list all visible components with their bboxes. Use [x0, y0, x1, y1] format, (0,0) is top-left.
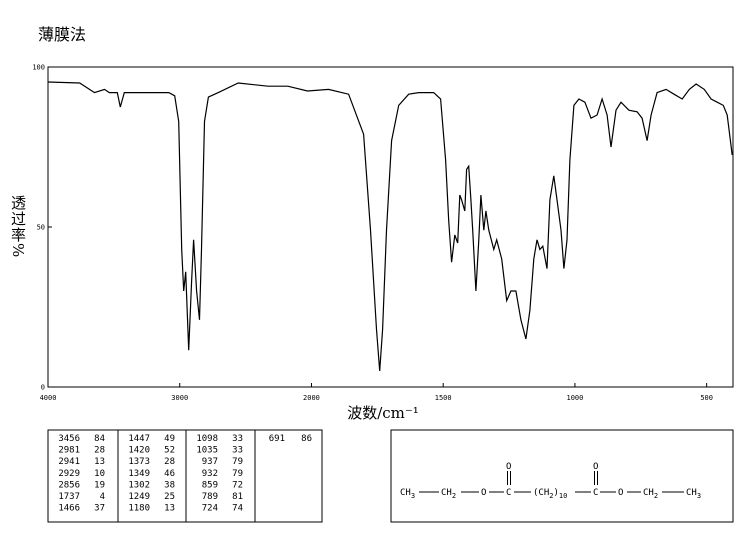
peak-wavenumber: 1302 — [128, 480, 150, 490]
carbonyl-oxygen: O — [506, 462, 511, 472]
peak-transmittance: 25 — [164, 492, 175, 502]
peak-transmittance: 13 — [94, 457, 105, 467]
peak-transmittance: 10 — [94, 469, 105, 479]
atom-group: CH3 — [400, 488, 415, 500]
peak-transmittance: 28 — [164, 457, 175, 467]
group-end: ) — [553, 488, 558, 498]
atom-group: C — [593, 488, 598, 498]
peak-transmittance: 33 — [232, 446, 243, 456]
atom-group: CH3 — [686, 488, 701, 500]
atom-group: O — [618, 488, 623, 498]
group-subscript: 2 — [549, 492, 553, 500]
spectrum-line — [47, 81, 733, 372]
peak-wavenumber: 1349 — [128, 469, 150, 479]
group-text: C — [506, 488, 511, 498]
peak-transmittance: 38 — [164, 480, 175, 490]
peak-wavenumber: 2941 — [58, 457, 80, 467]
peak-transmittance: 79 — [232, 469, 243, 479]
peak-transmittance: 86 — [301, 434, 312, 444]
peak-transmittance: 19 — [94, 480, 105, 490]
x-tick-label: 1000 — [566, 394, 583, 402]
peak-wavenumber: 1249 — [128, 492, 150, 502]
y-tick-label: 50 — [37, 224, 45, 232]
x-tick-label: 500 — [700, 394, 713, 402]
peak-wavenumber: 724 — [202, 504, 218, 514]
peak-wavenumber: 932 — [202, 469, 218, 479]
peak-wavenumber: 1447 — [128, 434, 150, 444]
group-text: CH — [441, 488, 452, 498]
peak-table-frame — [47, 429, 323, 523]
atom-group: CH2 — [643, 488, 658, 500]
peak-wavenumber: 789 — [202, 492, 218, 502]
peak-wavenumber: 1180 — [128, 504, 150, 514]
peak-wavenumber: 859 — [202, 480, 218, 490]
group-subscript: 2 — [452, 492, 456, 500]
atom-group: C — [506, 488, 511, 498]
peak-transmittance: 37 — [94, 504, 105, 514]
peak-transmittance: 49 — [164, 434, 175, 444]
group-subscript: 10 — [559, 492, 567, 500]
peak-wavenumber: 1737 — [58, 492, 80, 502]
x-tick-label: 4000 — [40, 394, 57, 402]
structure-frame — [390, 429, 734, 523]
peak-wavenumber: 691 — [269, 434, 285, 444]
peak-wavenumber: 937 — [202, 457, 218, 467]
peak-transmittance: 74 — [232, 504, 243, 514]
x-tick-label: 1500 — [435, 394, 452, 402]
y-axis-label: 透过率% — [9, 195, 27, 259]
y-tick-label: 0 — [41, 384, 45, 392]
carbonyl-oxygen: O — [593, 462, 598, 472]
group-text: CH — [686, 488, 697, 498]
peak-wavenumber: 1420 — [128, 446, 150, 456]
x-tick-label: 3000 — [171, 394, 188, 402]
peak-wavenumber: 2856 — [58, 480, 80, 490]
peak-transmittance: 28 — [94, 446, 105, 456]
group-text: C — [593, 488, 598, 498]
peak-wavenumber: 1098 — [196, 434, 218, 444]
plot-frame — [47, 66, 734, 388]
peak-wavenumber: 2929 — [58, 469, 80, 479]
peak-transmittance: 33 — [232, 434, 243, 444]
group-text: O — [618, 488, 623, 498]
group-text: (CH — [533, 488, 549, 498]
atom-group: O — [481, 488, 486, 498]
group-text: O — [481, 488, 486, 498]
peak-wavenumber: 1466 — [58, 504, 80, 514]
group-subscript: 2 — [654, 492, 658, 500]
group-text: CH — [643, 488, 654, 498]
group-subscript: 3 — [697, 492, 701, 500]
peak-transmittance: 4 — [100, 492, 105, 502]
peak-wavenumber: 1035 — [196, 446, 218, 456]
peak-wavenumber: 1373 — [128, 457, 150, 467]
peak-transmittance: 52 — [164, 446, 175, 456]
x-axis-label: 波数/cm⁻¹ — [347, 404, 419, 422]
peak-transmittance: 72 — [232, 480, 243, 490]
atom-group: CH2 — [441, 488, 456, 500]
peak-transmittance: 81 — [232, 492, 243, 502]
peak-transmittance: 46 — [164, 469, 175, 479]
chart-title: 薄膜法 — [38, 25, 86, 44]
y-tick-label: 100 — [32, 64, 45, 72]
peak-wavenumber: 2981 — [58, 446, 80, 456]
peak-transmittance: 79 — [232, 457, 243, 467]
peak-wavenumber: 3456 — [58, 434, 80, 444]
atom-group: (CH2)10 — [533, 488, 567, 500]
x-tick-label: 2000 — [303, 394, 320, 402]
peak-transmittance: 13 — [164, 504, 175, 514]
group-subscript: 3 — [411, 492, 415, 500]
group-text: CH — [400, 488, 411, 498]
peak-transmittance: 84 — [94, 434, 105, 444]
